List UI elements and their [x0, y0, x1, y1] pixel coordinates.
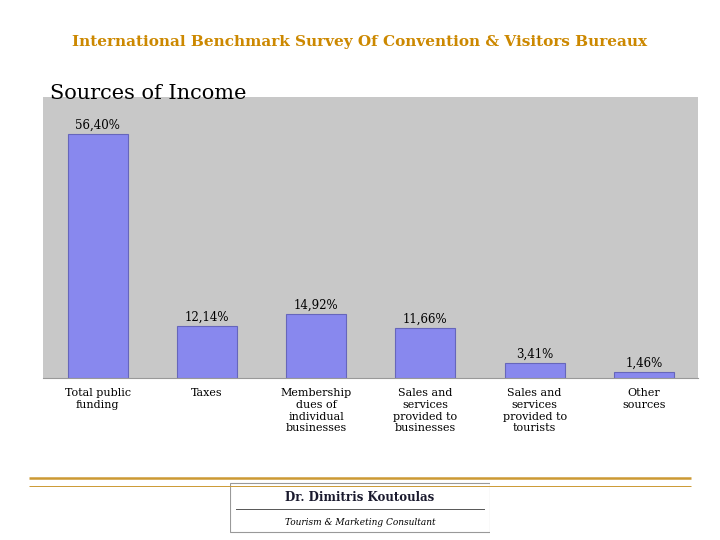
Text: 3,41%: 3,41% — [516, 348, 553, 361]
Text: 11,66%: 11,66% — [403, 313, 448, 326]
Bar — [177, 326, 237, 378]
Bar — [286, 314, 346, 378]
Text: 1,46%: 1,46% — [625, 356, 662, 369]
Text: 12,14%: 12,14% — [185, 310, 229, 323]
Text: International Benchmark Survey Of Convention & Visitors Bureaux: International Benchmark Survey Of Conven… — [73, 35, 647, 49]
Text: Dr. Dimitris Koutoulas: Dr. Dimitris Koutoulas — [285, 491, 435, 504]
Bar — [613, 372, 674, 378]
Text: Sources of Income: Sources of Income — [50, 84, 247, 103]
Text: Tourism & Marketing Consultant: Tourism & Marketing Consultant — [284, 518, 436, 527]
FancyBboxPatch shape — [230, 483, 490, 532]
Bar — [505, 363, 564, 378]
Bar — [68, 134, 128, 378]
Text: 14,92%: 14,92% — [294, 299, 338, 312]
Bar — [395, 328, 456, 378]
Text: 56,40%: 56,40% — [76, 119, 120, 132]
